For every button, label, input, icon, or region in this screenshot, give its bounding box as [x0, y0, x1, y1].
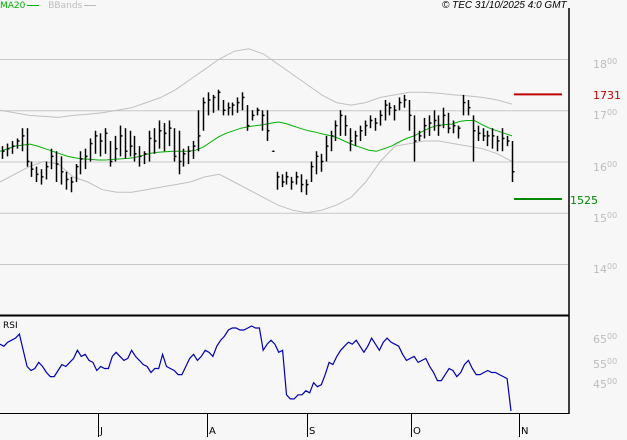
price-label-1800: 1800 — [593, 57, 618, 71]
month-label-o: O — [413, 426, 421, 437]
bband-upper — [0, 48, 513, 118]
rsi-label-45: 4500 — [593, 377, 618, 391]
bband-lower — [0, 140, 513, 214]
price-label-1700: 1700 — [593, 108, 618, 123]
rsi-label-65: 6500 — [593, 332, 618, 346]
rsi-label-55: 5500 — [593, 357, 618, 371]
month-label-s: S — [309, 426, 316, 437]
support-resistance-lines — [514, 93, 562, 200]
legend-ma20: MA20 — [0, 1, 26, 11]
month-label-n: N — [521, 426, 529, 437]
resistance-label: 1731 — [593, 89, 621, 102]
price-label-1400: 1400 — [593, 262, 618, 276]
rsi — [0, 325, 512, 412]
x-axis-ticks — [98, 414, 520, 437]
rsi-line — [0, 325, 512, 412]
price-bars — [1, 89, 515, 195]
price-grid — [0, 59, 569, 265]
copyright-timestamp: © TEC 31/10/2025 4:0 GMT — [442, 0, 567, 11]
price-label-1500: 1500 — [593, 210, 618, 225]
rsi-title: RSI — [3, 321, 18, 331]
price-label-1600: 1600 — [593, 159, 618, 174]
bbands-swatch — [84, 5, 97, 6]
support-label: 1525 — [570, 194, 598, 207]
chart-legend: MA20 BBands — [0, 1, 97, 11]
month-label-j: J — [100, 426, 103, 437]
bollinger-bands — [0, 48, 513, 214]
month-label-a: A — [209, 426, 216, 437]
ma20-swatch — [27, 5, 40, 6]
legend-bbands: BBands — [48, 1, 83, 11]
